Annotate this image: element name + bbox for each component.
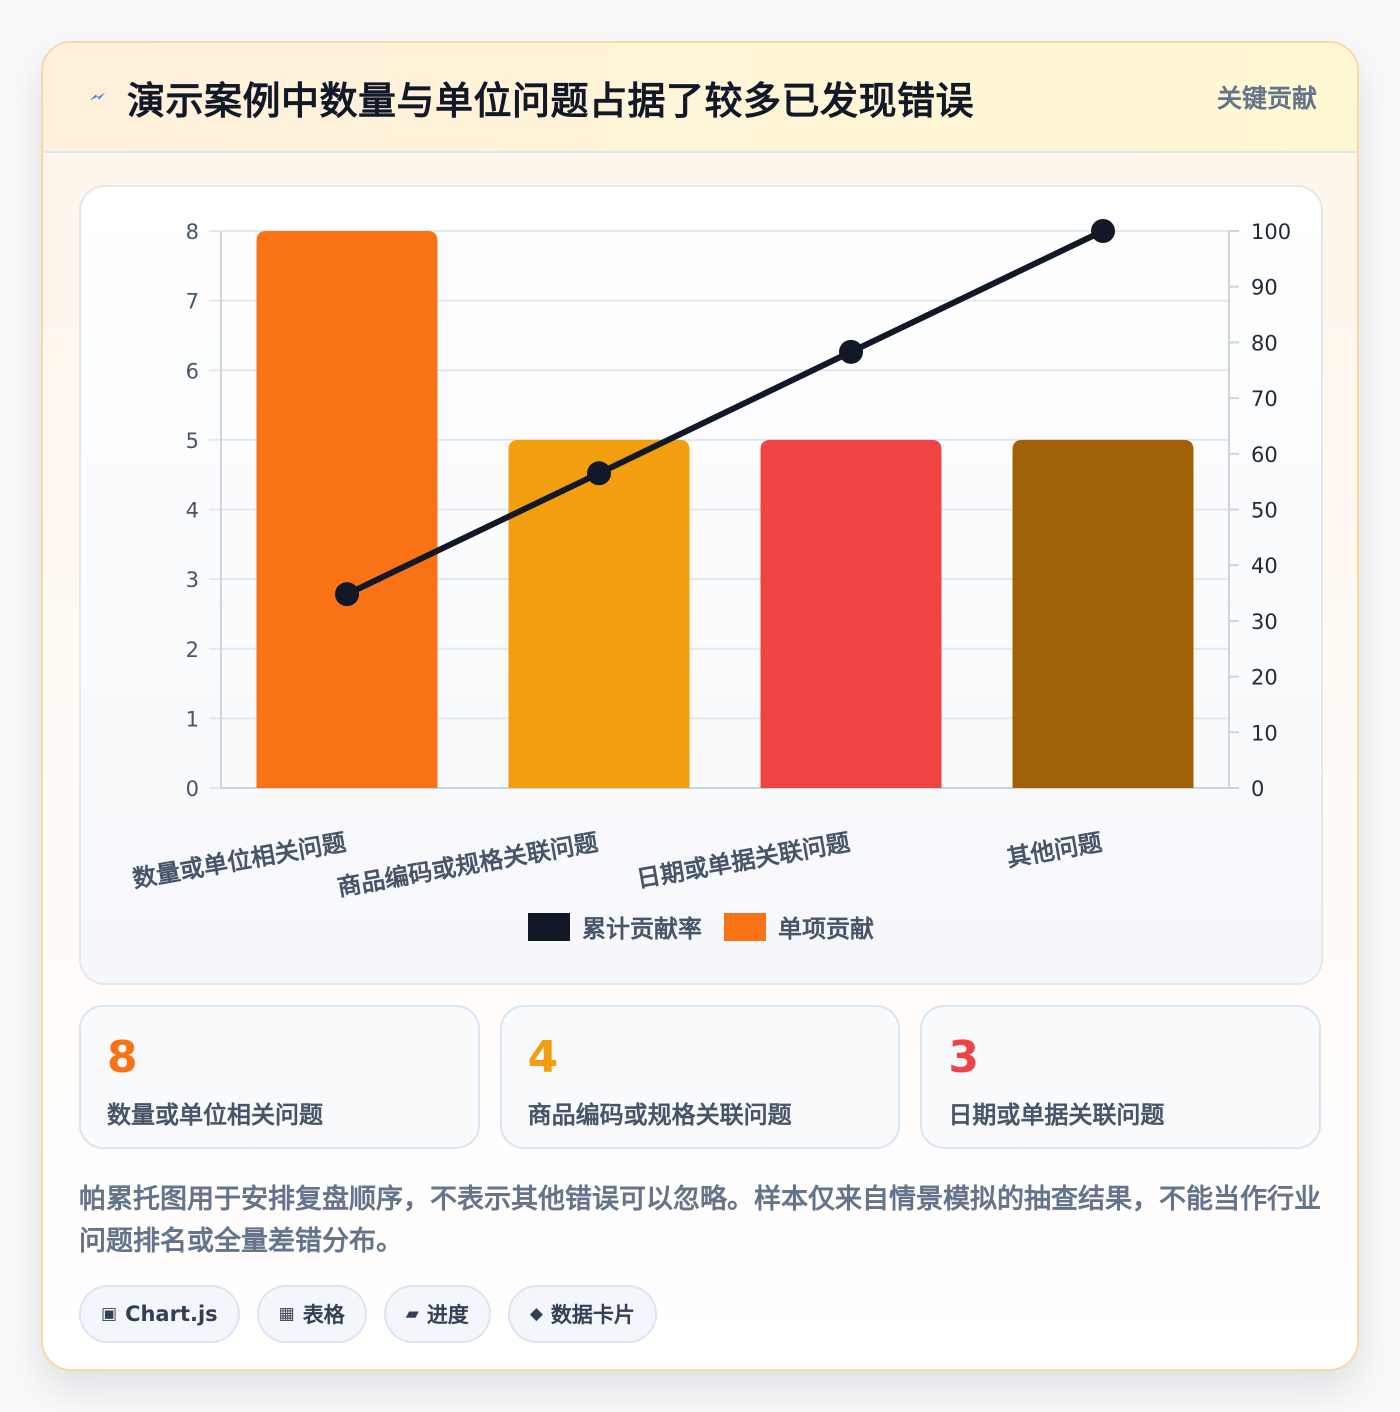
data-card-icon: ◆ [529,1304,543,1324]
y-tick-label: 4 [186,499,199,523]
lightning-bolt-icon [89,92,106,101]
y2-tick-label: 50 [1251,499,1278,523]
legend-item-single[interactable]: 单项贡献 [724,909,874,944]
line-point [839,339,863,364]
y2-tick-label: 10 [1251,721,1278,745]
chart-legend: 累计贡献率 单项贡献 [81,909,1321,944]
card-body: 0 1 2 3 4 5 6 7 8 0 10 20 30 40 50 60 70 80 90 100 数量或单位相关问题… [43,153,1357,1369]
tag-table[interactable]: ▦ 表格 [256,1285,367,1343]
pareto-chart: 0123456780102030405060708090100数量或单位相关问题… [130,219,1291,902]
y-tick-label: 2 [186,638,199,662]
y2-tick-label: 30 [1251,610,1278,634]
bar [1012,439,1194,788]
header-title-group: 演示案例中数量与单位问题占据了较多已发现错误 [87,70,974,125]
bar [256,231,438,788]
tag-progress[interactable]: ▰ 进度 [383,1285,491,1343]
y-tick-label: 1 [186,707,199,731]
stat-cards: 8 数量或单位相关问题 4 商品编码或规格关联问题 3 日期或单据关联问题 [79,1005,1322,1149]
y2-tick-label: 0 [1251,777,1264,801]
line-point [335,582,359,607]
tag-chartjs[interactable]: ▣ Chart.js [79,1285,240,1343]
header-badge: 关键贡献 [1216,84,1317,113]
y-tick-label: 0 [186,777,199,801]
bar [508,439,690,788]
legend-label-cumulative: 累计贡献率 [582,915,702,943]
card-header: 演示案例中数量与单位问题占据了较多已发现错误 关键贡献 [43,43,1357,153]
line-point [587,461,611,486]
line-point [1091,219,1115,243]
legend-label-single: 单项贡献 [778,915,874,943]
y-tick-label: 6 [186,359,199,383]
stat-label: 数量或单位相关问题 [107,1101,323,1129]
y2-tick-label: 90 [1251,276,1278,300]
y2-tick-label: 60 [1251,443,1278,467]
tech-tags: ▣ Chart.js ▦ 表格 ▰ 进度 ◆ 数据卡片 [79,1285,1321,1343]
y-tick-label: 7 [186,290,199,314]
y2-tick-label: 70 [1251,387,1278,411]
tag-label: Chart.js [125,1302,218,1326]
tag-label: 数据卡片 [550,1303,635,1327]
table-icon: ▦ [278,1304,295,1324]
y2-tick-label: 100 [1251,220,1291,244]
stat-card: 4 商品编码或规格关联问题 [499,1005,901,1149]
y2-tick-label: 40 [1251,554,1278,578]
y-tick-label: 8 [186,220,199,244]
stat-label: 商品编码或规格关联问题 [527,1101,792,1129]
stat-card: 8 数量或单位相关问题 [79,1005,480,1149]
legend-swatch-cumulative [528,912,570,941]
stat-value: 3 [948,1032,979,1083]
x-tick-label: 其他问题 [1005,828,1104,872]
stat-value: 8 [107,1032,138,1083]
chart-note: 帕累托图用于安排复盘顺序，不表示其他错误可以忽略。样本仅来自情景模拟的抽查结果，… [79,1184,1321,1257]
y-tick-label: 3 [186,568,199,592]
y-tick-label: 5 [186,429,199,453]
x-tick-label: 日期或单据关联问题 [634,828,852,893]
stat-label: 日期或单据关联问题 [948,1101,1165,1129]
legend-item-cumulative[interactable]: 累计贡献率 [528,909,702,944]
y2-tick-label: 80 [1251,331,1278,355]
x-tick-label: 商品编码或规格关联问题 [335,828,600,901]
stat-value: 4 [527,1032,559,1083]
chart-icon: ▣ [101,1304,118,1324]
bar [760,439,942,788]
legend-swatch-single [724,912,766,941]
cumulative-line [345,228,1105,597]
tag-data-card[interactable]: ◆ 数据卡片 [507,1285,657,1343]
card-title: 演示案例中数量与单位问题占据了较多已发现错误 [127,78,975,123]
x-tick-label: 数量或单位相关问题 [130,828,348,893]
tag-label: 进度 [426,1303,469,1327]
stat-card: 3 日期或单据关联问题 [920,1005,1322,1149]
chart-container: 0 1 2 3 4 5 6 7 8 0 10 20 30 40 50 60 70 80 90 100 数量或单位相关问题… [79,185,1323,985]
progress-icon: ▰ [405,1304,419,1324]
y2-tick-label: 20 [1251,666,1278,690]
tag-label: 表格 [302,1303,345,1327]
insight-card: 演示案例中数量与单位问题占据了较多已发现错误 关键贡献 0 1 2 3 4 5 6 7 8 0 10… [41,41,1359,1371]
